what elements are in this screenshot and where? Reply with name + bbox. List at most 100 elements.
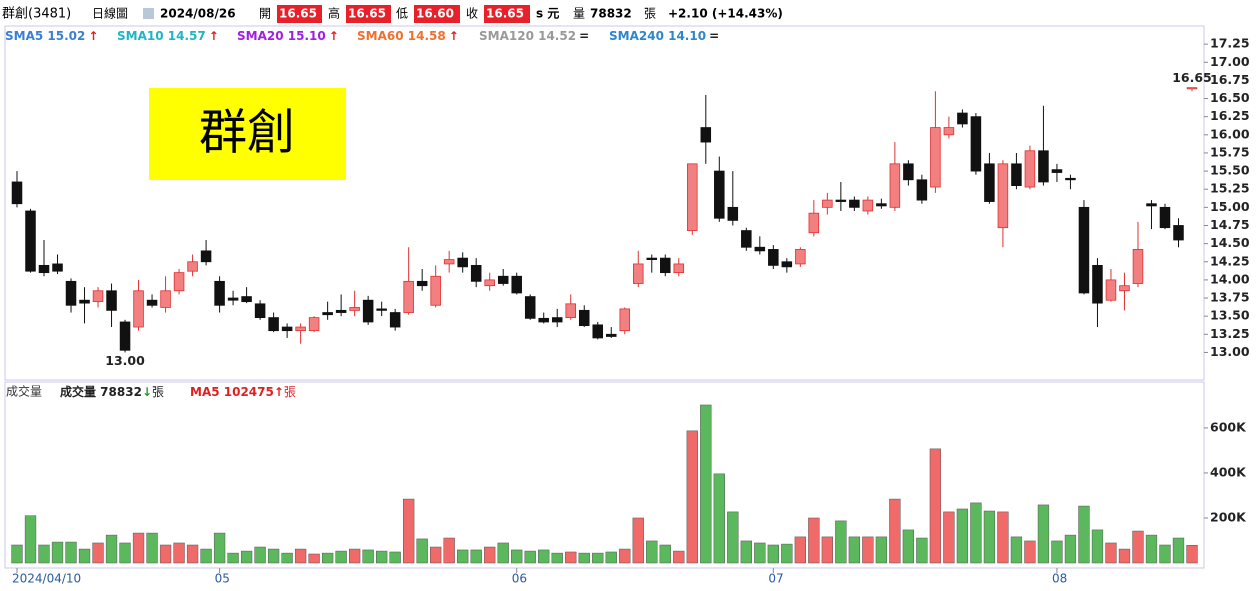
high-label: 高 (328, 6, 340, 21)
candle-body (889, 163, 901, 208)
volume-bar (686, 430, 698, 564)
volume-bar (835, 520, 847, 564)
candle-body (241, 296, 252, 303)
volume-bar (632, 517, 644, 564)
candle-body (511, 275, 522, 294)
volume-bar (389, 551, 401, 564)
candle-body (835, 199, 847, 202)
volume-legend-title: 成交量 (6, 384, 42, 399)
candle-body (754, 246, 766, 252)
volume-bar (848, 536, 861, 564)
volume-bar (511, 549, 523, 564)
candle-body (646, 257, 658, 260)
volume-bar (308, 553, 320, 564)
candle-body (578, 309, 590, 326)
candle-body (133, 290, 144, 328)
candle-body (997, 163, 1009, 229)
low-label: 低 (396, 7, 408, 21)
candle-body (903, 163, 914, 181)
volume-ma-unit: 張 (284, 385, 296, 399)
open-value: 16.65 (279, 7, 317, 21)
volume-panel (4, 381, 1205, 569)
volume-bar (956, 508, 969, 564)
candle-body (565, 303, 576, 319)
volume-bar (592, 552, 604, 564)
candle-body (38, 264, 50, 274)
volume-bar (551, 552, 563, 564)
candle-body (295, 326, 306, 332)
volume-bar (1145, 534, 1158, 564)
candle-body (673, 263, 685, 274)
ma-legend-arrow: ↑ (329, 29, 339, 43)
volume-bar (538, 549, 550, 564)
close-label: 收 (466, 7, 478, 21)
candle-body (930, 127, 941, 188)
candle-body (52, 263, 63, 272)
volume-bar (484, 546, 496, 564)
candle-body (943, 127, 955, 136)
candle-body (538, 317, 549, 323)
candle-body (11, 181, 23, 205)
volume-bar (416, 538, 428, 564)
ma-legend-arrow: = (579, 29, 589, 43)
volume-bar (1172, 537, 1185, 564)
volume-bar (24, 515, 37, 564)
volume-bar (1091, 529, 1104, 564)
volume-bar (727, 511, 739, 564)
candle-body (214, 280, 225, 306)
candle-body (768, 249, 779, 266)
candle-body (808, 212, 820, 234)
volume-legend: 成交量 78832↓張 (60, 384, 164, 399)
candle-body (92, 290, 104, 303)
candle-body (430, 275, 441, 306)
ma-legend-text: SMA5 15.02 (5, 29, 85, 43)
price-annotation: 16.65 (1172, 70, 1212, 85)
y-tick-label: 16.00 (1210, 126, 1250, 141)
header: 群創(3481) 日線圖 2024/08/26 開 16.65 高 16.65 … (2, 5, 783, 23)
candle-body (416, 280, 428, 287)
volume-bar (186, 544, 199, 564)
volume-bar (321, 552, 334, 564)
volume-ma: MA5 102475 (190, 385, 274, 399)
candle-body (849, 199, 860, 208)
candle-body (1159, 206, 1171, 229)
volume-bar (254, 546, 266, 564)
ma-legend-text: SMA10 14.57 (117, 29, 206, 43)
volume-bar (119, 542, 131, 564)
volume-bar (781, 543, 793, 564)
period: 日線圖 (92, 6, 128, 21)
y-tick-label: 17.25 (1210, 36, 1250, 51)
y-tick-label: 15.75 (1210, 144, 1250, 159)
volume-bar (646, 540, 658, 564)
volume-arrow: ↓ (142, 385, 152, 399)
y-tick-label: 14.50 (1210, 235, 1250, 250)
ma-legend: SMA20 15.10 ↑ (237, 29, 339, 43)
candle-body (227, 297, 239, 301)
volume-bar (1186, 545, 1198, 564)
candle-body (403, 280, 414, 313)
unit: s 元 (536, 7, 559, 21)
candle-body (160, 290, 171, 308)
volume-bar (1037, 504, 1050, 564)
volume-bar (889, 498, 901, 564)
value-box (346, 5, 391, 23)
volume-bar (159, 544, 172, 564)
candle-body (470, 264, 482, 282)
candle-body (1105, 279, 1117, 301)
candle-body (876, 203, 887, 207)
volume-bar (1078, 505, 1090, 564)
candle-body (1011, 163, 1022, 186)
y-tick-label: 15.25 (1210, 181, 1250, 196)
close-value: 16.65 (486, 7, 524, 21)
candle-body (1186, 87, 1198, 90)
ma-legend-text: SMA120 14.52 (479, 29, 576, 43)
volume-bar (1064, 534, 1077, 564)
candle-body (443, 259, 455, 265)
ma-legend-arrow: ↑ (209, 29, 219, 43)
ma-legend: SMA120 14.52 = (479, 29, 589, 43)
volume-label: 量 (573, 7, 585, 21)
volume-current: 成交量 78832 (60, 384, 142, 399)
checkbox[interactable] (143, 8, 154, 19)
volume-bar (267, 548, 280, 564)
candle-body (916, 179, 928, 201)
